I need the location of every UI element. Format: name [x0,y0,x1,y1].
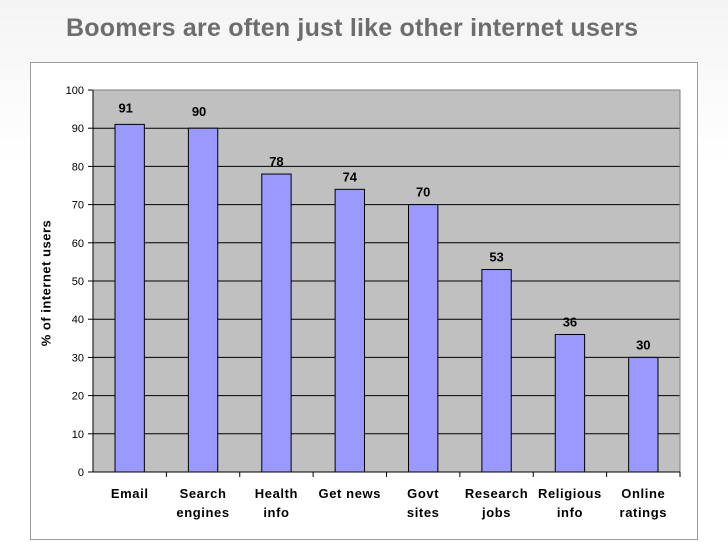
bar [554,333,586,473]
data-label: 53 [489,250,503,265]
y-tick-label: 70 [72,200,84,212]
data-label: 91 [118,100,132,115]
data-label: 90 [192,104,206,119]
y-axis-label: % of internet users [38,219,54,347]
x-tick-label: Get news [319,486,382,501]
data-label: 36 [563,314,577,329]
data-label: 30 [636,337,650,352]
y-tick-label: 60 [72,238,84,250]
x-tick-label: Search [180,486,227,501]
x-tick-label: Research [465,486,528,501]
x-tick-label: info [557,505,583,520]
bar [187,127,219,473]
data-label: 70 [416,185,430,200]
y-tick-label: 80 [72,161,84,173]
x-tick-label: ratings [620,505,668,520]
x-tick-label: engines [176,505,229,520]
y-tick-label: 50 [72,276,84,288]
x-tick-label: Govt [407,486,439,501]
bar [628,356,659,473]
bar [408,204,439,473]
y-tick-label: 100 [66,85,84,97]
y-tick-label: 20 [72,391,84,403]
x-tick-label: sites [407,505,440,520]
bar [481,269,512,473]
data-label: 74 [343,169,358,184]
bar [261,173,292,473]
data-label: 78 [269,154,283,169]
x-tick-label: Online [621,486,665,501]
bar [114,123,145,473]
y-tick-label: 40 [72,314,84,326]
x-tick-label: Health [255,486,298,501]
x-tick-label: jobs [481,505,511,520]
y-tick-label: 30 [72,352,84,364]
y-tick-label: 90 [72,123,84,135]
slide-title: Boomers are often just like other intern… [66,14,639,42]
bar [334,188,365,473]
x-tick-label: Email [111,486,149,501]
y-tick-label: 0 [78,467,84,479]
x-tick-label: info [263,505,289,520]
x-tick-label: Religious [538,486,602,501]
y-tick-label: 10 [72,429,84,441]
